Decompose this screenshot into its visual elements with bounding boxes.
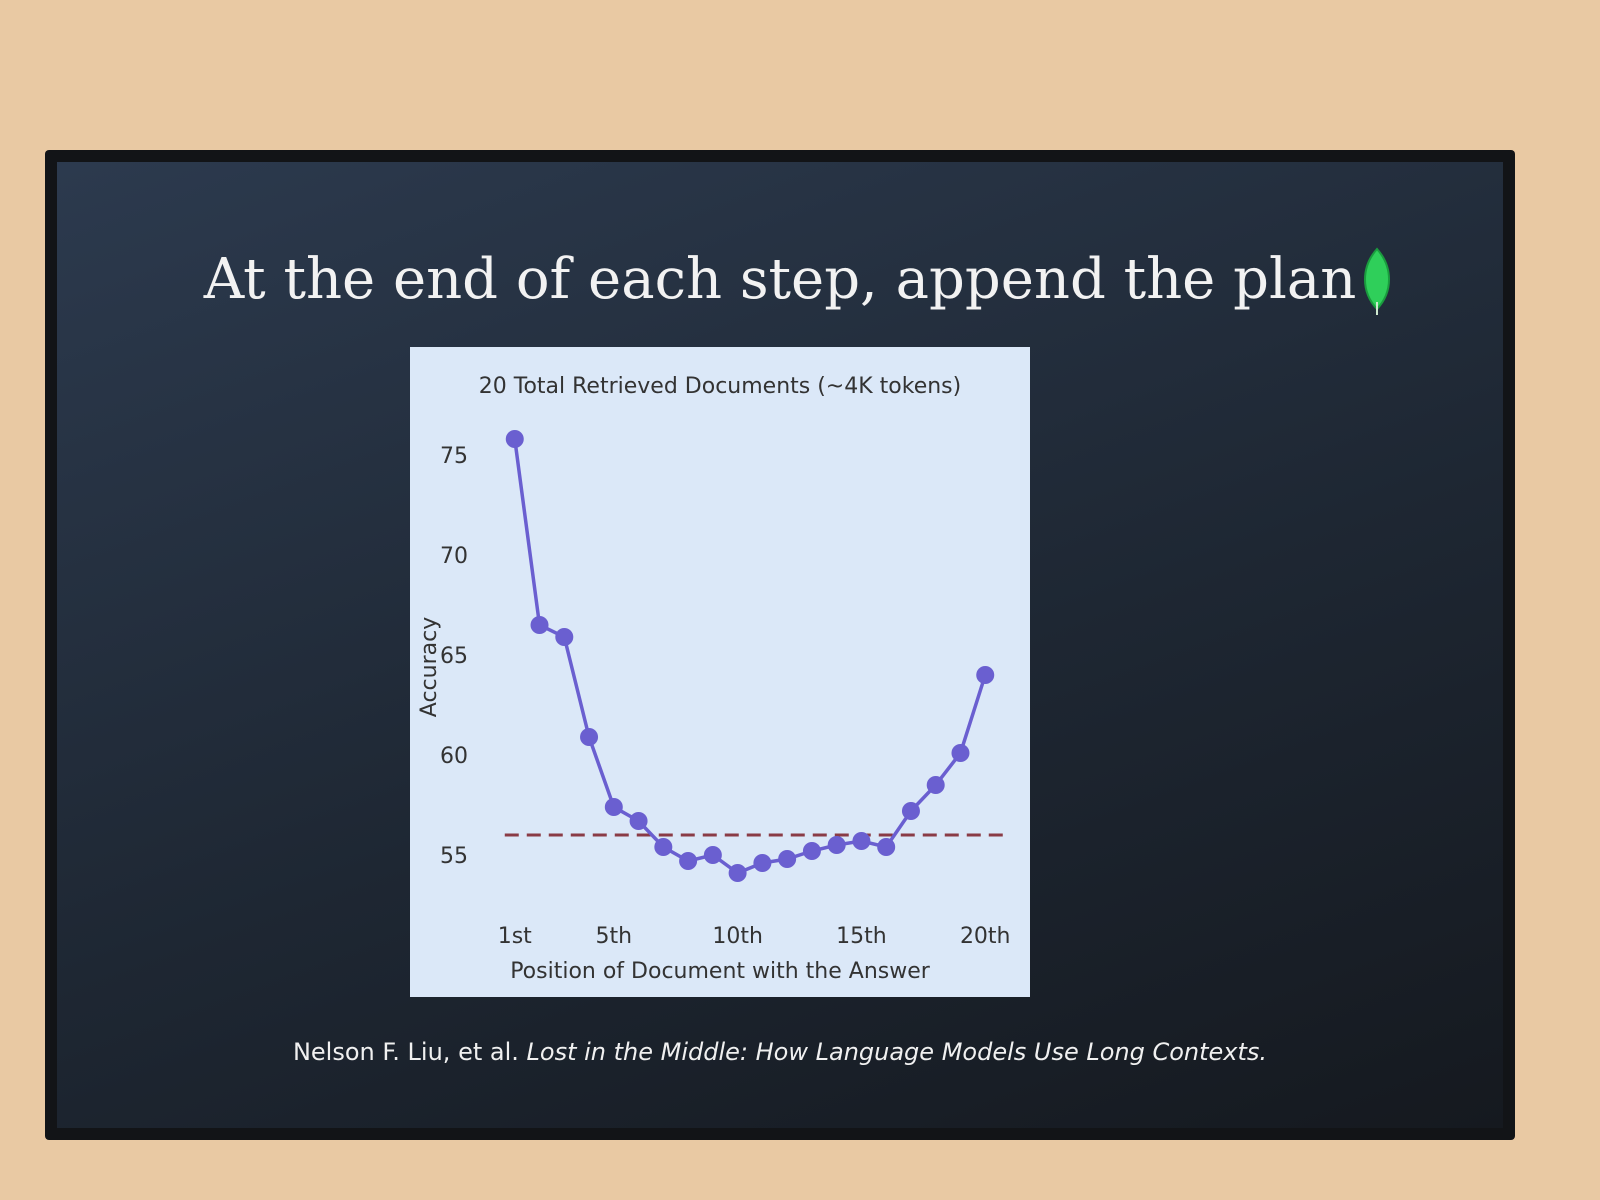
data-point — [505, 430, 524, 448]
data-point — [852, 832, 871, 850]
data-point — [629, 812, 648, 830]
chart: 20 Total Retrieved Documents (~4K tokens… — [410, 347, 1030, 997]
data-point — [654, 838, 673, 856]
data-point — [728, 864, 747, 882]
y-tick-label: 70 — [440, 544, 468, 569]
x-tick-label: 20th — [960, 924, 1011, 949]
x-axis-label: Position of Document with the Answer — [510, 959, 931, 984]
screen: At the end of each step, append the plan… — [45, 150, 1515, 1140]
data-point — [530, 616, 549, 634]
data-point — [877, 838, 896, 856]
citation: Nelson F. Liu, et al. Lost in the Middle… — [257, 1032, 1303, 1072]
x-tick-label: 1st — [498, 924, 532, 949]
data-point — [753, 854, 772, 872]
y-axis-label: Accuracy — [417, 617, 442, 717]
y-tick-label: 55 — [440, 844, 468, 869]
data-point — [951, 744, 970, 762]
x-tick-label: 10th — [712, 924, 763, 949]
y-tick-label: 65 — [440, 644, 468, 669]
data-point — [827, 836, 846, 854]
chart-title: 20 Total Retrieved Documents (~4K tokens… — [479, 374, 961, 399]
chart-background — [410, 347, 1030, 997]
data-point — [976, 666, 995, 684]
citation-title: Lost in the Middle: How Language Models … — [526, 1038, 1268, 1066]
data-point — [926, 776, 945, 794]
leaf-logo — [1364, 247, 1390, 315]
data-point — [679, 852, 698, 870]
x-tick-label: 15th — [836, 924, 887, 949]
data-point — [802, 842, 821, 860]
data-point — [703, 846, 722, 864]
data-point — [778, 850, 797, 868]
y-tick-label: 75 — [440, 444, 468, 469]
data-point — [604, 798, 623, 816]
x-tick-label: 5th — [596, 924, 633, 949]
citation-authors: Nelson F. Liu, et al. — [292, 1038, 519, 1066]
slide-title: At the end of each step, append the plan — [203, 247, 1357, 312]
y-tick-label: 60 — [440, 744, 468, 769]
data-point — [555, 628, 574, 646]
data-point — [580, 728, 599, 746]
slide: At the end of each step, append the plan… — [57, 162, 1503, 1128]
data-point — [901, 802, 920, 820]
